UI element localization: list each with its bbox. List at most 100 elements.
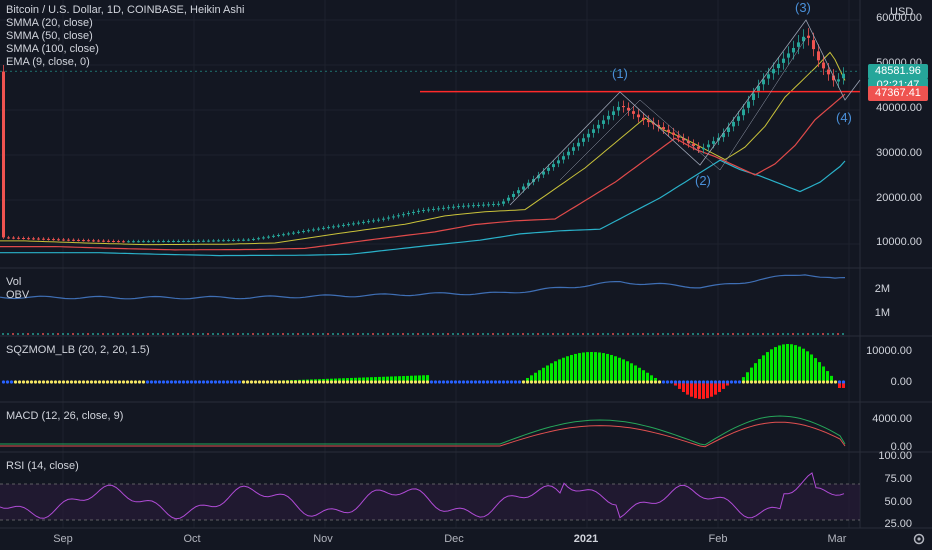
squeeze-dot [565,380,570,384]
candle-body [647,120,650,123]
sqz-tick: 10000.00 [866,345,912,357]
volume-bar [512,333,514,335]
wave-label-2[interactable]: (2) [695,173,711,188]
currency-label[interactable]: USD [890,6,914,18]
candle-body [332,226,335,228]
candle-body [807,35,810,38]
squeeze-dot [197,380,202,384]
volume-bar [117,333,119,335]
sqz-bar [338,378,341,382]
volume-bar [582,333,584,335]
volume-bar [202,333,204,335]
squeeze-dot [265,380,270,384]
candle-body [222,240,225,242]
sqz-bar [694,382,697,399]
gear-icon[interactable] [912,532,926,546]
squeeze-dot [269,380,274,384]
wave-label-1[interactable]: (1) [612,66,628,81]
candle-body [712,141,715,144]
volume-bar [267,333,269,335]
sqz-bar [402,376,405,382]
candle-body [787,53,790,58]
volume-bar [547,333,549,335]
sqz-bar [826,371,829,382]
volume-bar [612,333,614,335]
squeeze-dot [805,380,810,384]
candle-body [417,210,420,212]
sqz-bar [558,359,561,382]
candle-body [727,127,730,132]
squeeze-dot [309,380,314,384]
candle-body [337,225,340,227]
candle-body [47,238,50,240]
squeeze-dot [473,380,478,384]
squeeze-dot [69,380,74,384]
candle-body [287,233,290,235]
volume-bar [452,333,454,335]
candle-body [457,206,460,208]
candle-body [152,241,155,243]
squeeze-dot [289,380,294,384]
squeeze-dot [81,380,86,384]
sqz-bar [762,355,765,382]
candle-body [197,240,200,242]
volume-bar [822,333,824,335]
squeeze-dot [273,380,278,384]
candle-body [497,203,500,205]
sqz-bar [398,376,401,382]
squeeze-dot [417,380,422,384]
candle-body [87,240,90,242]
candle-body [842,73,845,79]
squeeze-dot [425,380,430,384]
squeeze-dot [817,380,822,384]
candle-body [747,101,750,108]
rsi-tick: 100.00 [878,450,912,462]
volume-bar [777,333,779,335]
volume-bar [827,333,829,335]
candle-body [2,71,5,238]
candle-body [437,208,440,210]
squeeze-dot [521,380,526,384]
volume-bar [242,333,244,335]
sqz-bar [722,382,725,389]
candle-body [127,241,130,243]
volume-bar [747,333,749,335]
squeeze-dot [445,380,450,384]
volume-bar [527,333,529,335]
squeeze-dot [505,380,510,384]
candle-body [452,206,455,208]
candle-body [192,240,195,242]
squeeze-dot [33,380,38,384]
squeeze-dot [553,380,558,384]
candle-body [352,223,355,225]
candle-body [672,132,675,135]
squeeze-dot [665,380,670,384]
squeeze-dot [693,380,698,384]
sqz-bar [542,367,545,382]
candle-body [187,240,190,242]
squeeze-dot [141,380,146,384]
candle-body [567,151,570,156]
sqz-bar [590,352,593,382]
wave-label-4[interactable]: (4) [836,110,852,125]
candle-body [387,217,390,219]
squeeze-dot [525,380,530,384]
sqz-bar [806,351,809,382]
sqz-bar [374,377,377,382]
volume-bar [237,333,239,335]
squeeze-dot [809,380,814,384]
volume-bar [87,333,89,335]
volume-bar [207,333,209,335]
wave-label-3[interactable]: (3) [795,0,811,15]
last-price-tag: 48581.96 [868,64,928,79]
candle-body [217,240,220,242]
squeeze-dot [713,380,718,384]
indicator-ema9: EMA (9, close, 0) [6,56,90,68]
candle-body [767,74,770,79]
volume-bar [537,333,539,335]
squeeze-dot [45,380,50,384]
squeeze-dot [173,380,178,384]
smma100-line [0,159,846,257]
sqz-bar [594,352,597,382]
